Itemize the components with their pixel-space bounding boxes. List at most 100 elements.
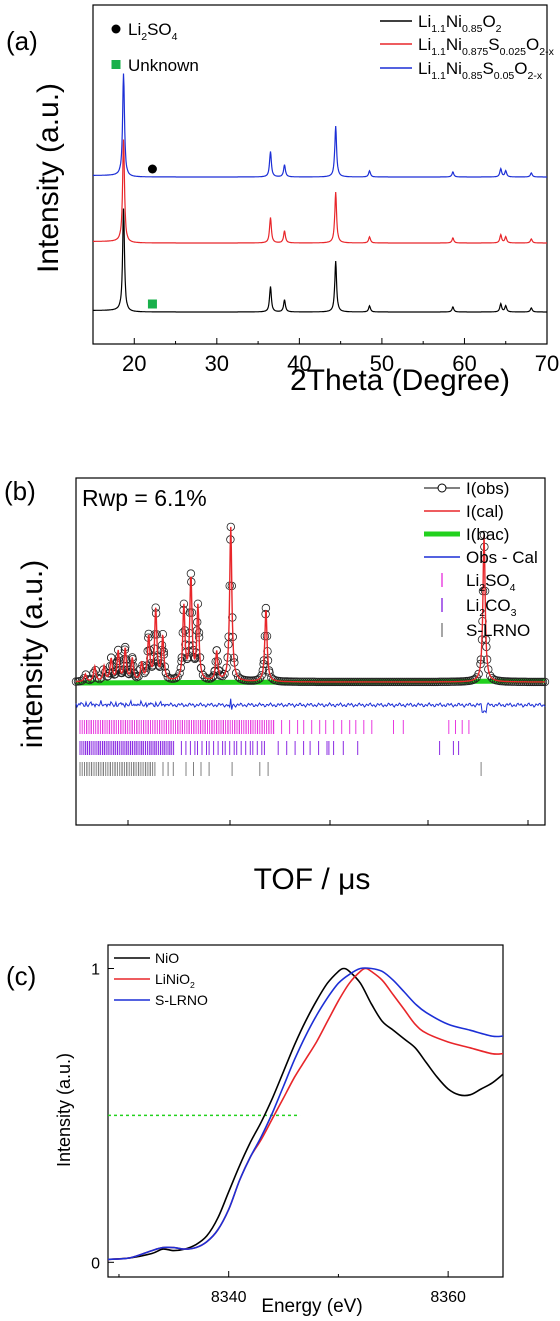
plot-b-obs-point (141, 667, 150, 676)
plot-a-marker-li2so4 (147, 164, 157, 174)
plot-a-xtick-label: 70 (535, 351, 559, 376)
plot-b-obs-point (186, 569, 196, 578)
plot-a-legend-label: Li1.1Ni0.875S0.025O2-x (418, 35, 555, 58)
plot-a-legend-label-part: Li (418, 12, 431, 31)
plot-a-legend-label-part: 0.025 (500, 46, 526, 58)
plot-b-legend-swatch-marker (437, 483, 447, 493)
plot-a-legend-label-part: 2 (141, 31, 147, 43)
plot-b-obs-point (235, 674, 245, 683)
panel-c-letter: (c) (6, 961, 36, 991)
plot-c-xtick-label: 8340 (211, 1289, 247, 1306)
plot-c-legend-label: NiO (155, 950, 179, 966)
plot-a-xtick-label: 60 (452, 351, 476, 376)
panel-a: (a) 20 30 40 50 60 70 Li2SO4UnknownLi1.1Ni0.8… (6, 4, 559, 397)
plot-a-legend-label-part: 2-x (539, 46, 554, 58)
plot-b-obs-point (132, 673, 141, 682)
plot-a-frame (92, 4, 548, 345)
plot-a-legend-label-part: 1.1 (431, 46, 446, 58)
plot-b-obs-point (269, 675, 278, 684)
plot-b-obs-point (95, 674, 104, 684)
plot-b-diff-line (75, 698, 546, 714)
plot-a-legend-marker-unknown (111, 60, 121, 69)
plot-b-legend-label: S-LRNO (466, 621, 530, 640)
plot-a-xlabel: 2Theta (Degree) (290, 364, 510, 397)
plot-a-legend: Li2SO4UnknownLi1.1Ni0.85O2Li1.1Ni0.875S0… (111, 12, 555, 82)
plot-c-axes: 8340 8360 0 1 (91, 962, 466, 1306)
plot-b-legend-label: I(obs) (466, 479, 509, 498)
plot-b-legend-label: Obs - Cal (466, 548, 538, 567)
plot-a-legend-label-part: 4 (172, 31, 178, 43)
plot-b-xlabel: TOF / μs (254, 863, 371, 896)
plot-b-legend-label-part: SO (485, 571, 510, 590)
plot-b-obs-point (161, 668, 171, 677)
plot-b-legend-label-part: Li (466, 571, 479, 590)
plot-c-ytick-label: 1 (91, 962, 100, 979)
plot-b-obs-point (470, 675, 479, 684)
panel-c: (c) 8340 8360 0 1 NiO LiNiO2 S-LRNO Energy (e… (6, 944, 504, 1317)
plot-a-legend-label-part: O (482, 12, 495, 31)
plot-b-obs-point (474, 669, 483, 679)
plot-b-obs-point (209, 671, 218, 680)
panel-b: (b) Rwp = 6.1% I(obs) I(cal) I(bac) Obs - C… (4, 476, 550, 896)
plot-b-obs-point (488, 674, 497, 683)
plot-c-legend-label-part: 2 (190, 980, 195, 990)
plot-a-legend-label-part: Ni (446, 12, 462, 31)
plot-b-obs-point (85, 675, 94, 685)
plot-b-axes (127, 820, 529, 825)
plot-c-xlabel: Energy (eV) (261, 1296, 362, 1317)
plot-a-xtick-label: 20 (122, 351, 146, 376)
plot-b-frame (75, 477, 546, 826)
plot-c-ytick-label: 0 (91, 1255, 100, 1272)
plot-b-legend-label: I(cal) (466, 502, 504, 521)
plot-b-legend-label-part: CO (485, 596, 511, 615)
plot-b-obs-point (257, 671, 266, 680)
plot-a-legend-label-part: SO (147, 20, 172, 39)
plot-a-legend-label-part: 2 (496, 23, 502, 35)
plot-b-obs-point (124, 669, 133, 678)
plot-b-ylabel: intensity (a.u.) (16, 560, 49, 748)
plot-a-legend-label-part: Li (418, 35, 431, 54)
plot-a-line-series (93, 139, 547, 244)
plot-b-annotation: Rwp = 6.1% (82, 485, 207, 511)
plot-b-series (71, 522, 550, 776)
plot-c-line-series (107, 967, 504, 1261)
plot-c-xtick-label: 8360 (430, 1289, 466, 1306)
plot-c-legend: NiO LiNiO2 S-LRNO (114, 950, 208, 1008)
plot-c-frame (107, 944, 504, 1278)
plot-a-series (93, 73, 547, 313)
plot-b-legend-label-part: 4 (510, 582, 516, 594)
plot-b-obs-point (231, 668, 241, 678)
plot-a-legend-label-part: Ni (446, 35, 462, 54)
plot-c-legend-label: LiNiO2 (155, 971, 195, 990)
plot-a-line-series (93, 208, 547, 313)
plot-b-obs-point (175, 669, 184, 678)
plot-c-line-series (107, 967, 504, 1261)
plot-a-legend-label: Li2SO4 (128, 20, 178, 43)
plot-a-xtick-label: 30 (205, 351, 229, 376)
plot-a-legend-label: Unknown (128, 56, 199, 75)
plot-a-marker-unknown (147, 299, 157, 309)
plot-a-legend-label-part: O (526, 35, 539, 54)
plot-a-legend-label: Li1.1Ni0.85S0.05O2-x (418, 59, 543, 82)
plot-a-legend-label-part: O (514, 59, 527, 78)
plot-a-axes: 20 30 40 50 60 70 (92, 338, 559, 376)
plot-a-legend-label-part: Li (418, 59, 431, 78)
plot-a-legend-label-part: 0.05 (494, 70, 515, 82)
plot-a-legend-label-part: 1.1 (431, 23, 446, 35)
plot-c-legend-label-part: LiNiO (155, 971, 190, 987)
plot-a-legend-label-part: 0.85 (462, 70, 483, 82)
plot-a-legend-label-part: Ni (446, 59, 462, 78)
plot-b-legend-label: I(bac) (466, 525, 509, 544)
plot-a-legend-label-part: Li (128, 20, 141, 39)
plot-b-obs-point (81, 670, 90, 679)
plot-a-legend-label-part: 0.85 (462, 23, 483, 35)
panel-b-letter: (b) (4, 476, 36, 506)
plot-b-legend-label: Li2CO3 (466, 596, 517, 619)
plot-b-legend-label: Li2SO4 (466, 571, 516, 594)
plot-b-obs-point (155, 662, 164, 671)
plot-a-xtick-label: 50 (370, 351, 394, 376)
plot-a-legend-label-part: 0.875 (462, 46, 488, 58)
plot-a-legend-label-part: S (482, 59, 493, 78)
